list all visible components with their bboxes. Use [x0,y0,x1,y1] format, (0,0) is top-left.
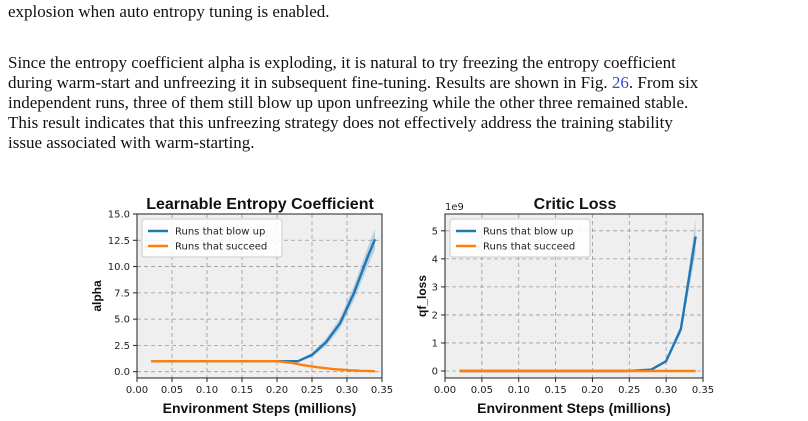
y-tick-label: 3 [432,282,438,293]
x-axis-label: Environment Steps (millions) [163,400,357,416]
legend-label: Runs that blow up [175,227,265,238]
y-tick-label: 5.0 [114,315,130,326]
y-axis-label: qf_loss [415,275,429,317]
legend-label: Runs that succeed [483,242,575,253]
x-tick-label: 0.30 [336,385,358,396]
x-tick-label: 0.15 [544,385,566,396]
plot-frame [444,213,704,379]
chart-critic: 0.00 0.05 0.10 0.15 0.20 0.25 0.30 0.35 0 1 2 3 4 5 Cr… [415,196,714,416]
text-line: Since the entropy coefficient alpha is e… [8,53,676,72]
paragraph: Since the entropy coefficient alpha is e… [8,53,800,153]
y-tick-label: 12.5 [108,236,130,247]
x-tick-label: 0.25 [618,385,640,396]
text-line: issue associated with warm-starting. [8,133,255,152]
text-segment: . From six [628,73,699,92]
y-tick-label: 4 [432,254,438,265]
legend-box [141,218,283,258]
x-tick-label: 0.20 [266,385,288,396]
x-tick-label: 0.10 [508,385,530,396]
y-tick-label: 2.5 [114,341,130,352]
text-line: during warm-start and unfreezing it in s… [8,73,800,93]
text-line: independent runs, three of them still bl… [8,93,689,112]
y-tick-label: 15.0 [108,210,130,221]
text-segment: during warm-start and unfreezing it in s… [8,73,612,92]
y-tick-label: 5 [432,226,438,237]
x-axis-label: Environment Steps (millions) [477,400,671,416]
x-tick-label: 0.35 [371,385,393,396]
legend-box [449,218,591,258]
y-tick-label: 10.0 [108,262,130,273]
x-tick-label: 0.30 [655,385,677,396]
y-axis-label: alpha [90,280,104,312]
y-tick-label: 0.0 [114,367,130,378]
x-tick-label: 0.35 [692,385,714,396]
y-tick-label: 0 [432,366,438,377]
figure-reference-link[interactable]: 26 [611,73,629,92]
y-tick-label: 7.5 [114,288,130,299]
x-tick-label: 0.05 [161,385,183,396]
legend-label: Runs that succeed [175,242,267,253]
x-tick-label: 0.05 [471,385,493,396]
chart-title: Critic Loss [534,196,617,213]
paragraph-fragment: explosion when auto entropy tuning is en… [8,2,800,22]
x-tick-label: 0.15 [231,385,253,396]
x-tick-label: 0.00 [126,385,148,396]
legend-label: Runs that blow up [483,227,573,238]
text-line: This result indicates that this unfreezi… [8,113,673,132]
y-tick-label: 2 [432,310,438,321]
plot-frame [136,213,383,379]
x-tick-label: 0.00 [434,385,456,396]
x-tick-label: 0.20 [581,385,603,396]
text-line: explosion when auto entropy tuning is en… [8,2,330,21]
y-tick-label: 1 [432,338,438,349]
chart-title: Learnable Entropy Coefficient [146,196,374,213]
x-tick-label: 0.25 [301,385,323,396]
chart-entropy: 0.00 0.05 0.10 0.15 0.20 0.25 0.30 0.35 0.0 2.5 5.… [90,196,393,416]
series-line [151,359,376,373]
axis-multiplier: 1e9 [445,202,464,213]
x-tick-label: 0.10 [196,385,218,396]
